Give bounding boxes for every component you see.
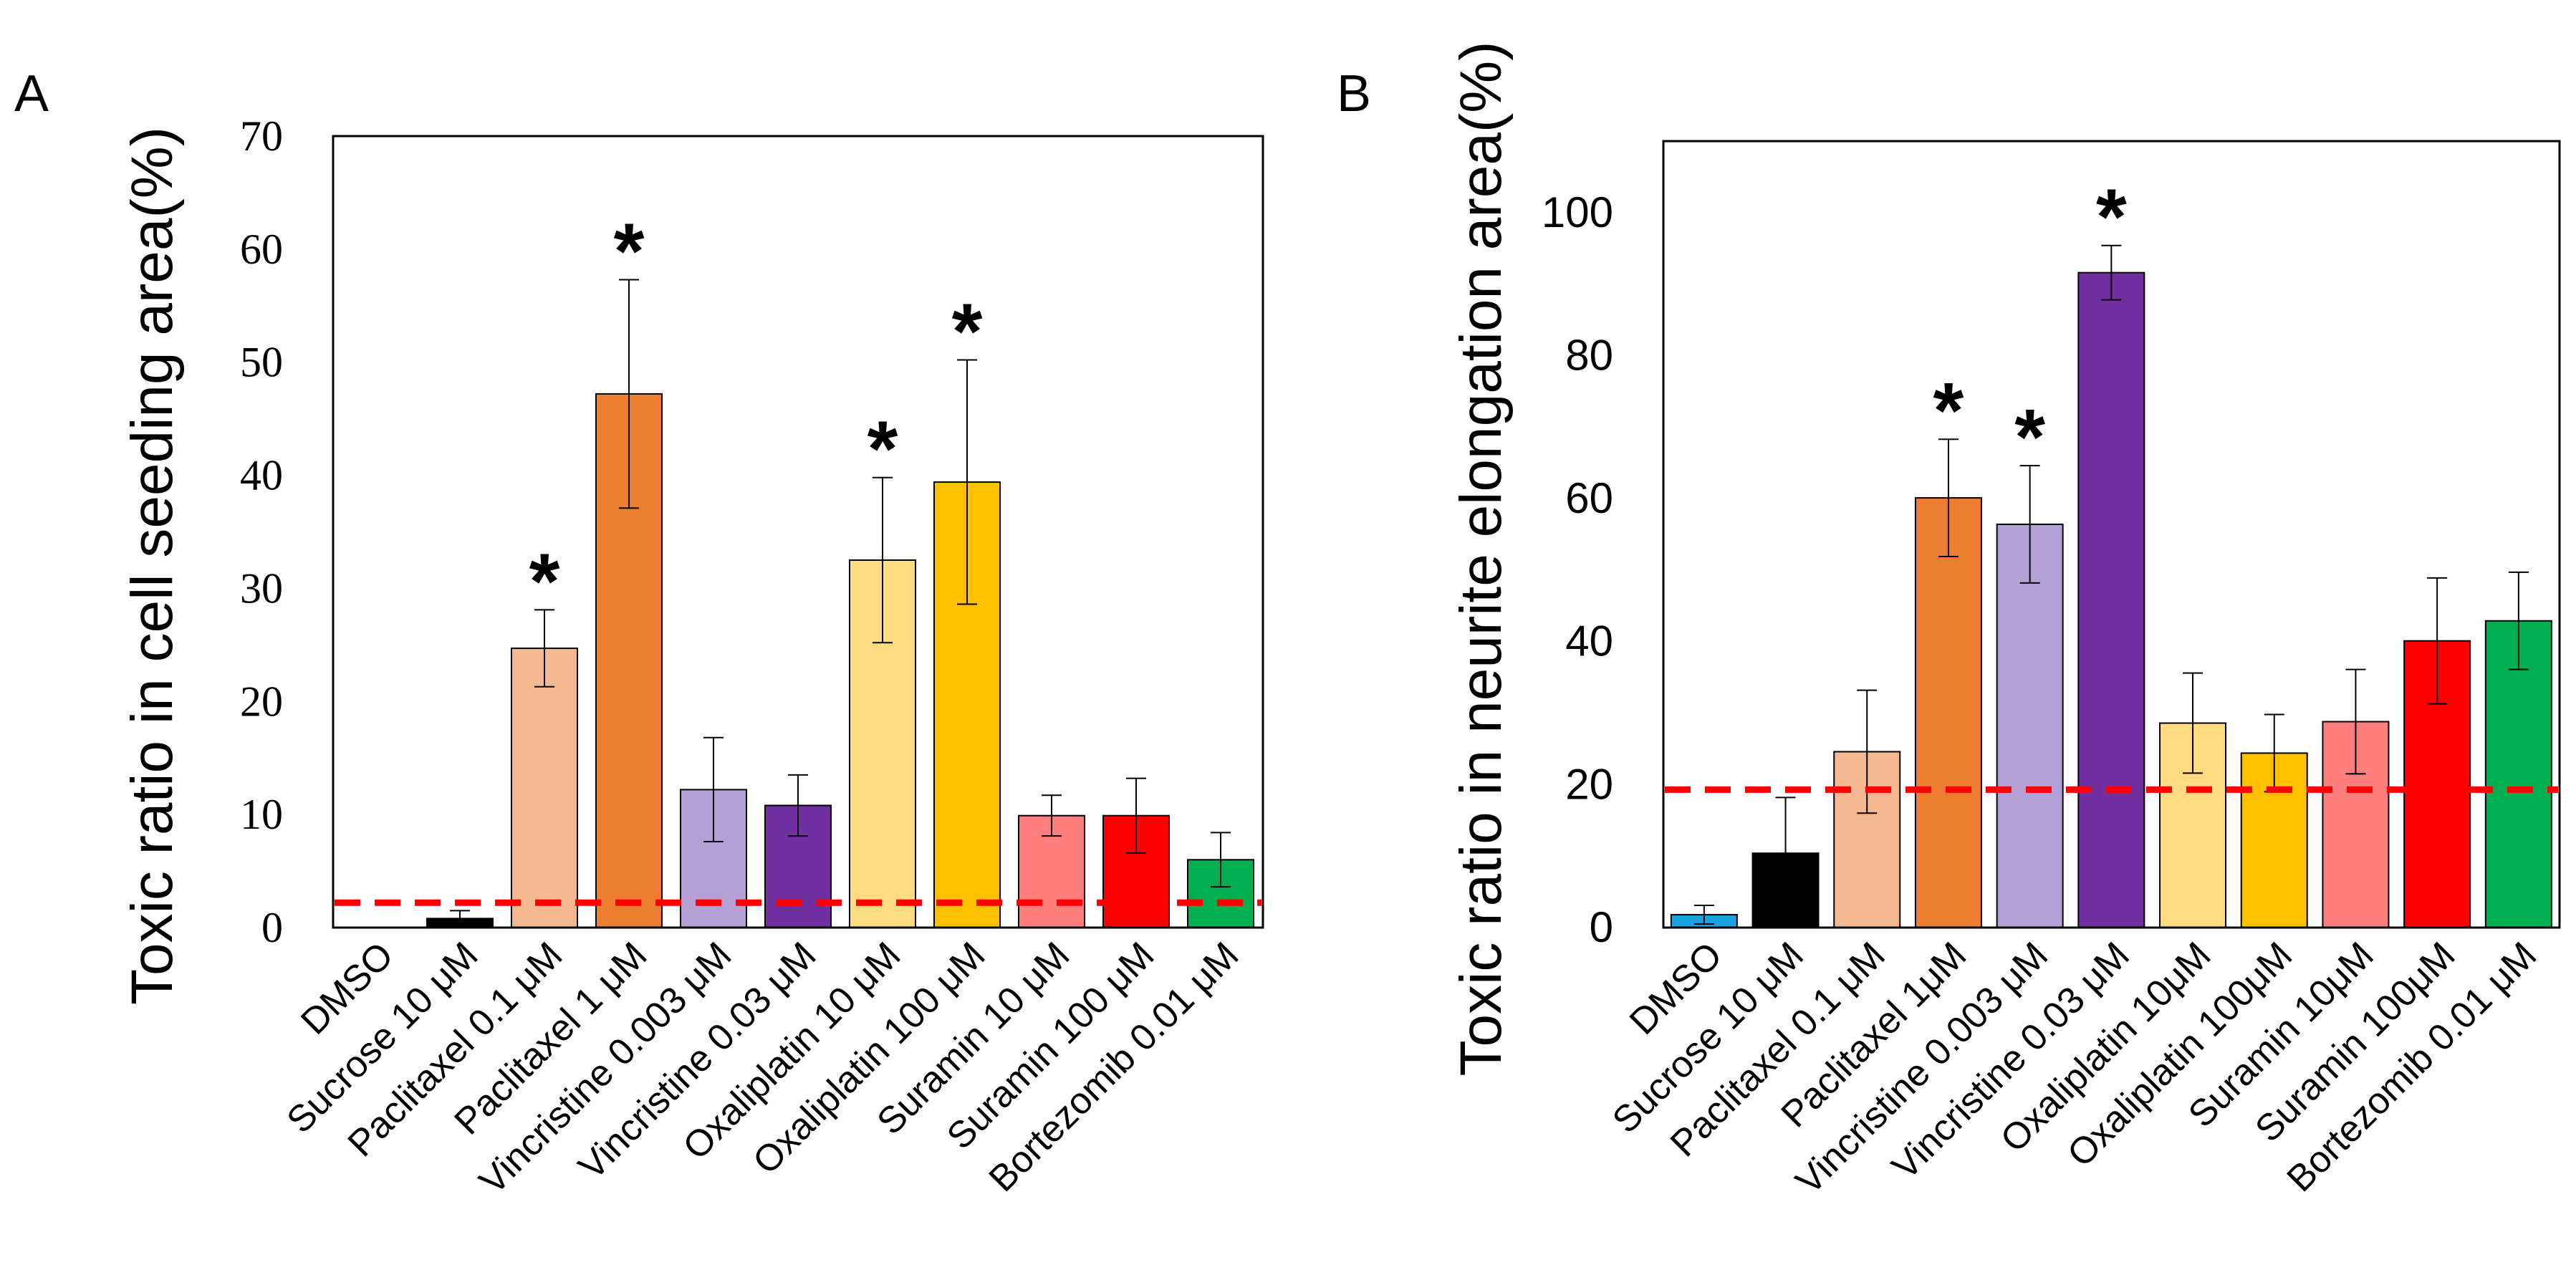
y-tick-label: 40: [1565, 617, 1613, 665]
y-tick-label: 50: [240, 339, 283, 386]
panel-b-plot-frame: [1662, 140, 2561, 929]
y-tick-label: 60: [240, 226, 283, 273]
y-tick-label: 10: [240, 791, 283, 838]
significance-star: *: [614, 207, 645, 295]
panel-b-letter: B: [1337, 65, 1371, 122]
panel-a-plot-frame: [332, 135, 1264, 929]
y-tick-label: 20: [1565, 760, 1613, 808]
y-tick-label: 30: [240, 564, 283, 612]
y-tick-label: 80: [1565, 331, 1613, 379]
significance-star: *: [529, 537, 560, 625]
bar: [2077, 271, 2145, 928]
panel-a: A Toxic ratio in cell seeding area(%) **…: [14, 65, 1264, 1203]
panel-a-y-ticks: 0 10 20 30 40 50 60 70: [240, 112, 283, 951]
panel-a-letter: A: [14, 65, 49, 122]
panel-b-y-ticks: 0 20 40 60 80 100: [1542, 188, 1613, 951]
panel-a-bars: * * * *: [335, 207, 1261, 929]
y-tick-label: 100: [1542, 188, 1613, 236]
significance-star: *: [868, 405, 898, 494]
panel-a-y-axis-label: Toxic ratio in cell seeding area(%): [120, 127, 185, 1005]
y-tick-label: 70: [240, 112, 283, 160]
panel-b-bars: * * *: [1665, 173, 2558, 929]
y-tick-label: 0: [1590, 903, 1613, 951]
bar: [1914, 497, 1982, 928]
significance-star: *: [2014, 393, 2045, 481]
significance-star: *: [952, 288, 983, 376]
bar: [2484, 620, 2552, 929]
y-tick-label: 60: [1565, 474, 1613, 522]
panel-b-y-axis-label: Toxic ratio in neurite elongation area(%…: [1448, 42, 1514, 1077]
bar: [1996, 524, 2064, 928]
significance-star: *: [2096, 173, 2127, 261]
y-tick-label: 40: [240, 452, 283, 499]
y-tick-label: 0: [261, 904, 283, 951]
significance-star: *: [1933, 367, 1964, 455]
y-tick-label: 20: [240, 678, 283, 725]
bar: [511, 648, 578, 928]
panel-b: B Toxic ratio in neurite elongation area…: [1337, 42, 2561, 1203]
